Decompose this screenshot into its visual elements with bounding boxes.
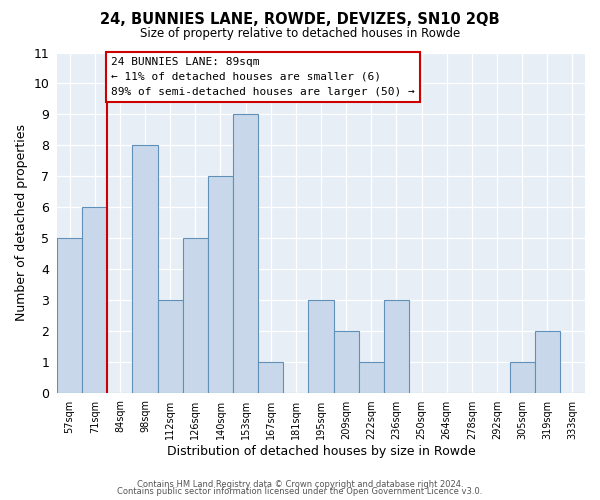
- Bar: [208, 176, 233, 393]
- Text: Contains public sector information licensed under the Open Government Licence v3: Contains public sector information licen…: [118, 487, 482, 496]
- Bar: [535, 331, 560, 393]
- Bar: [509, 362, 535, 393]
- Bar: [384, 300, 409, 393]
- Bar: [183, 238, 208, 393]
- Bar: [82, 208, 107, 393]
- Bar: [57, 238, 82, 393]
- Bar: [233, 114, 258, 393]
- Y-axis label: Number of detached properties: Number of detached properties: [15, 124, 28, 322]
- Text: Size of property relative to detached houses in Rowde: Size of property relative to detached ho…: [140, 28, 460, 40]
- Text: 24 BUNNIES LANE: 89sqm
← 11% of detached houses are smaller (6)
89% of semi-deta: 24 BUNNIES LANE: 89sqm ← 11% of detached…: [111, 57, 415, 96]
- X-axis label: Distribution of detached houses by size in Rowde: Distribution of detached houses by size …: [167, 444, 475, 458]
- Bar: [133, 146, 158, 393]
- Text: 24, BUNNIES LANE, ROWDE, DEVIZES, SN10 2QB: 24, BUNNIES LANE, ROWDE, DEVIZES, SN10 2…: [100, 12, 500, 28]
- Bar: [308, 300, 334, 393]
- Bar: [158, 300, 183, 393]
- Bar: [258, 362, 283, 393]
- Bar: [359, 362, 384, 393]
- Text: Contains HM Land Registry data © Crown copyright and database right 2024.: Contains HM Land Registry data © Crown c…: [137, 480, 463, 489]
- Bar: [334, 331, 359, 393]
